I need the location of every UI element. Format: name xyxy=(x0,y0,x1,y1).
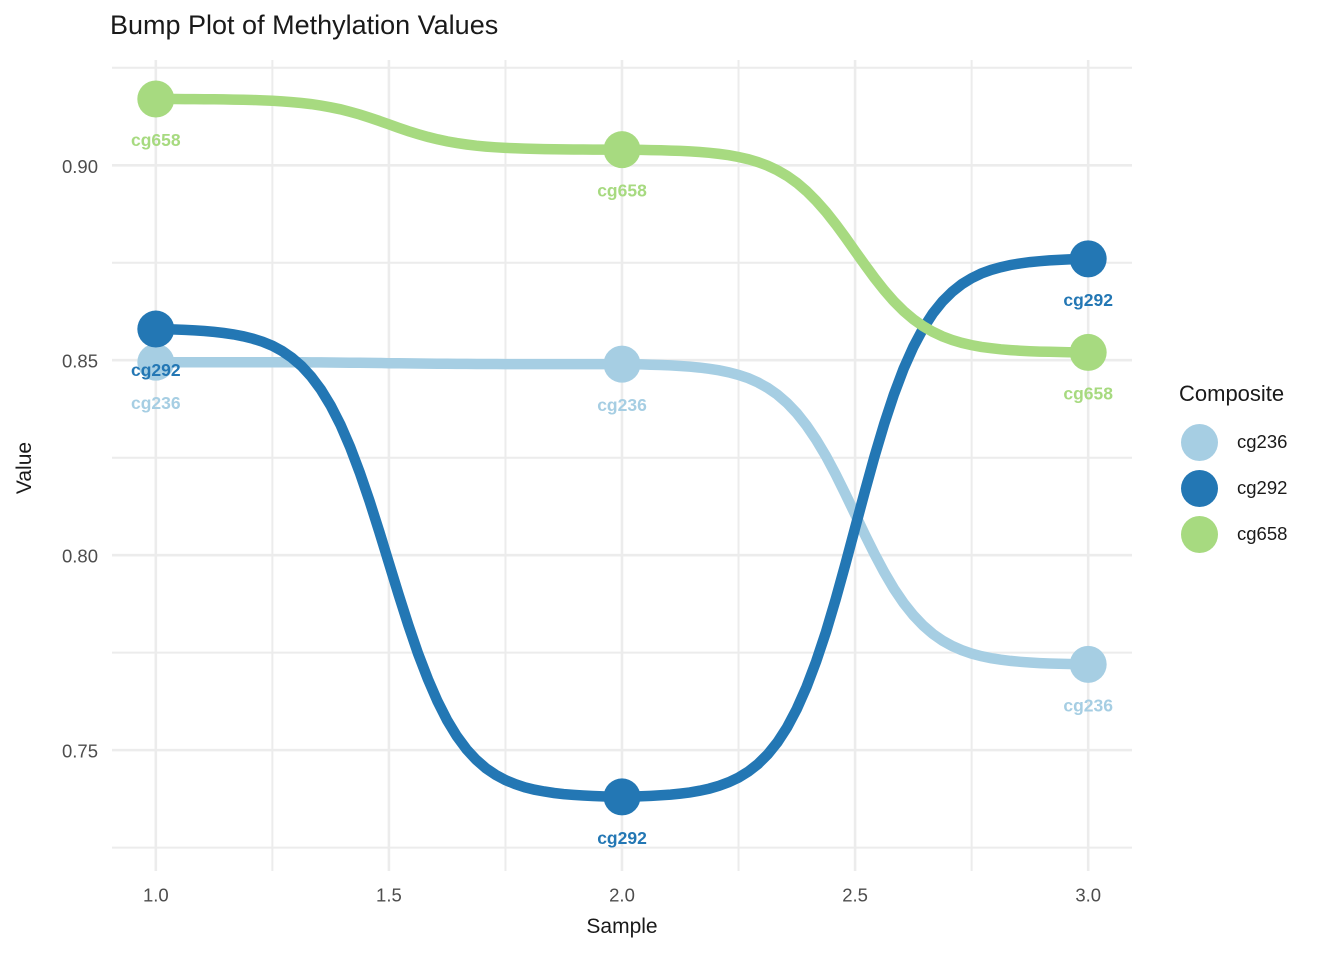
legend-label: cg292 xyxy=(1237,477,1288,498)
x-tick-label: 3.0 xyxy=(1075,885,1101,906)
x-tick-label: 1.5 xyxy=(376,885,402,906)
y-tick-label: 0.75 xyxy=(62,741,98,762)
y-tick-label: 0.90 xyxy=(62,156,98,177)
point-label-cg236: cg236 xyxy=(131,393,181,413)
data-point-cg236 xyxy=(603,345,641,383)
y-tick-label: 0.80 xyxy=(62,546,98,567)
data-point-cg658 xyxy=(603,131,641,169)
legend-item-cg658: cg658 xyxy=(1179,515,1287,553)
legend-items: cg236 cg292 cg658 xyxy=(1179,423,1287,553)
data-point-cg658 xyxy=(1069,333,1107,371)
y-tick-label: 0.85 xyxy=(62,351,98,372)
point-label-cg292: cg292 xyxy=(597,828,647,848)
legend-label: cg236 xyxy=(1237,431,1288,452)
legend: Composite cg236 cg292 cg658 xyxy=(1179,381,1287,561)
data-point-cg292 xyxy=(1069,240,1107,278)
point-label-cg292: cg292 xyxy=(1063,290,1113,310)
data-point-cg236 xyxy=(1069,645,1107,683)
x-axis-title: Sample xyxy=(586,915,658,938)
x-tick-label: 2.5 xyxy=(842,885,868,906)
y-axis-title: Value xyxy=(13,441,36,495)
point-label-cg236: cg236 xyxy=(597,395,647,415)
data-point-cg292 xyxy=(137,310,175,348)
data-point-cg658 xyxy=(137,80,175,118)
point-label-cg658: cg658 xyxy=(597,181,647,201)
point-label-cg292: cg292 xyxy=(131,360,181,380)
legend-key-circle xyxy=(1181,423,1218,461)
legend-item-cg236: cg236 xyxy=(1179,423,1287,461)
legend-title: Composite xyxy=(1179,381,1285,406)
legend-label: cg658 xyxy=(1237,523,1288,544)
legend-key-circle xyxy=(1181,515,1218,553)
legend-item-cg292: cg292 xyxy=(1179,469,1287,507)
x-tick-label: 1.0 xyxy=(143,885,169,906)
data-point-cg292 xyxy=(603,778,641,816)
point-label-cg658: cg658 xyxy=(131,130,181,150)
data-point-cg236 xyxy=(137,343,175,381)
point-label-cg236: cg236 xyxy=(1063,695,1113,715)
chart-title: Bump Plot of Methylation Values xyxy=(110,10,499,40)
legend-key-circle xyxy=(1181,469,1218,507)
point-label-cg658: cg658 xyxy=(1063,383,1113,403)
x-tick-label: 2.0 xyxy=(609,885,635,906)
